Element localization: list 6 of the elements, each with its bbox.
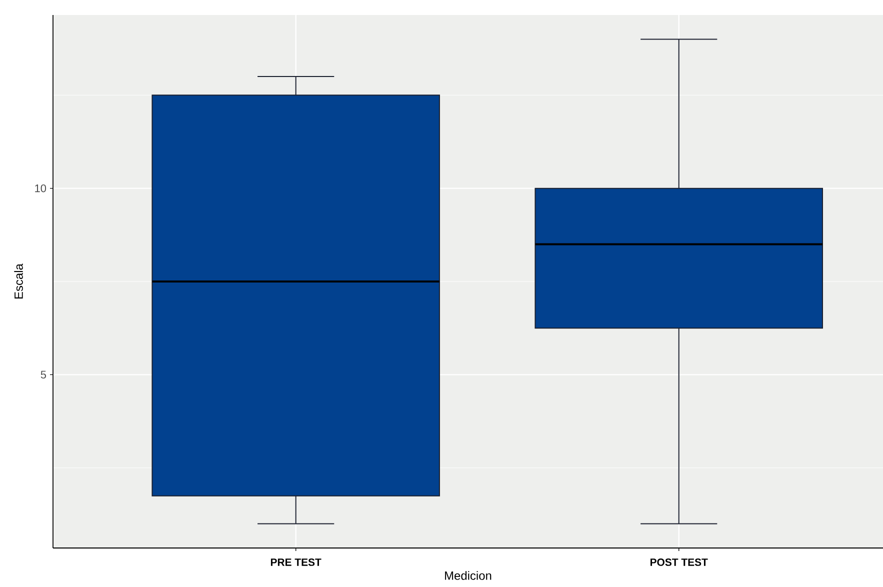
x-axis-title: Medicion xyxy=(445,571,492,580)
y-axis-title: Escala xyxy=(14,264,23,298)
x-tick-label: POST TEST xyxy=(650,558,708,566)
y-tick-label: 10 xyxy=(35,184,46,192)
y-tick-label: 5 xyxy=(40,370,46,379)
x-tick-label: PRE TEST xyxy=(270,558,322,566)
